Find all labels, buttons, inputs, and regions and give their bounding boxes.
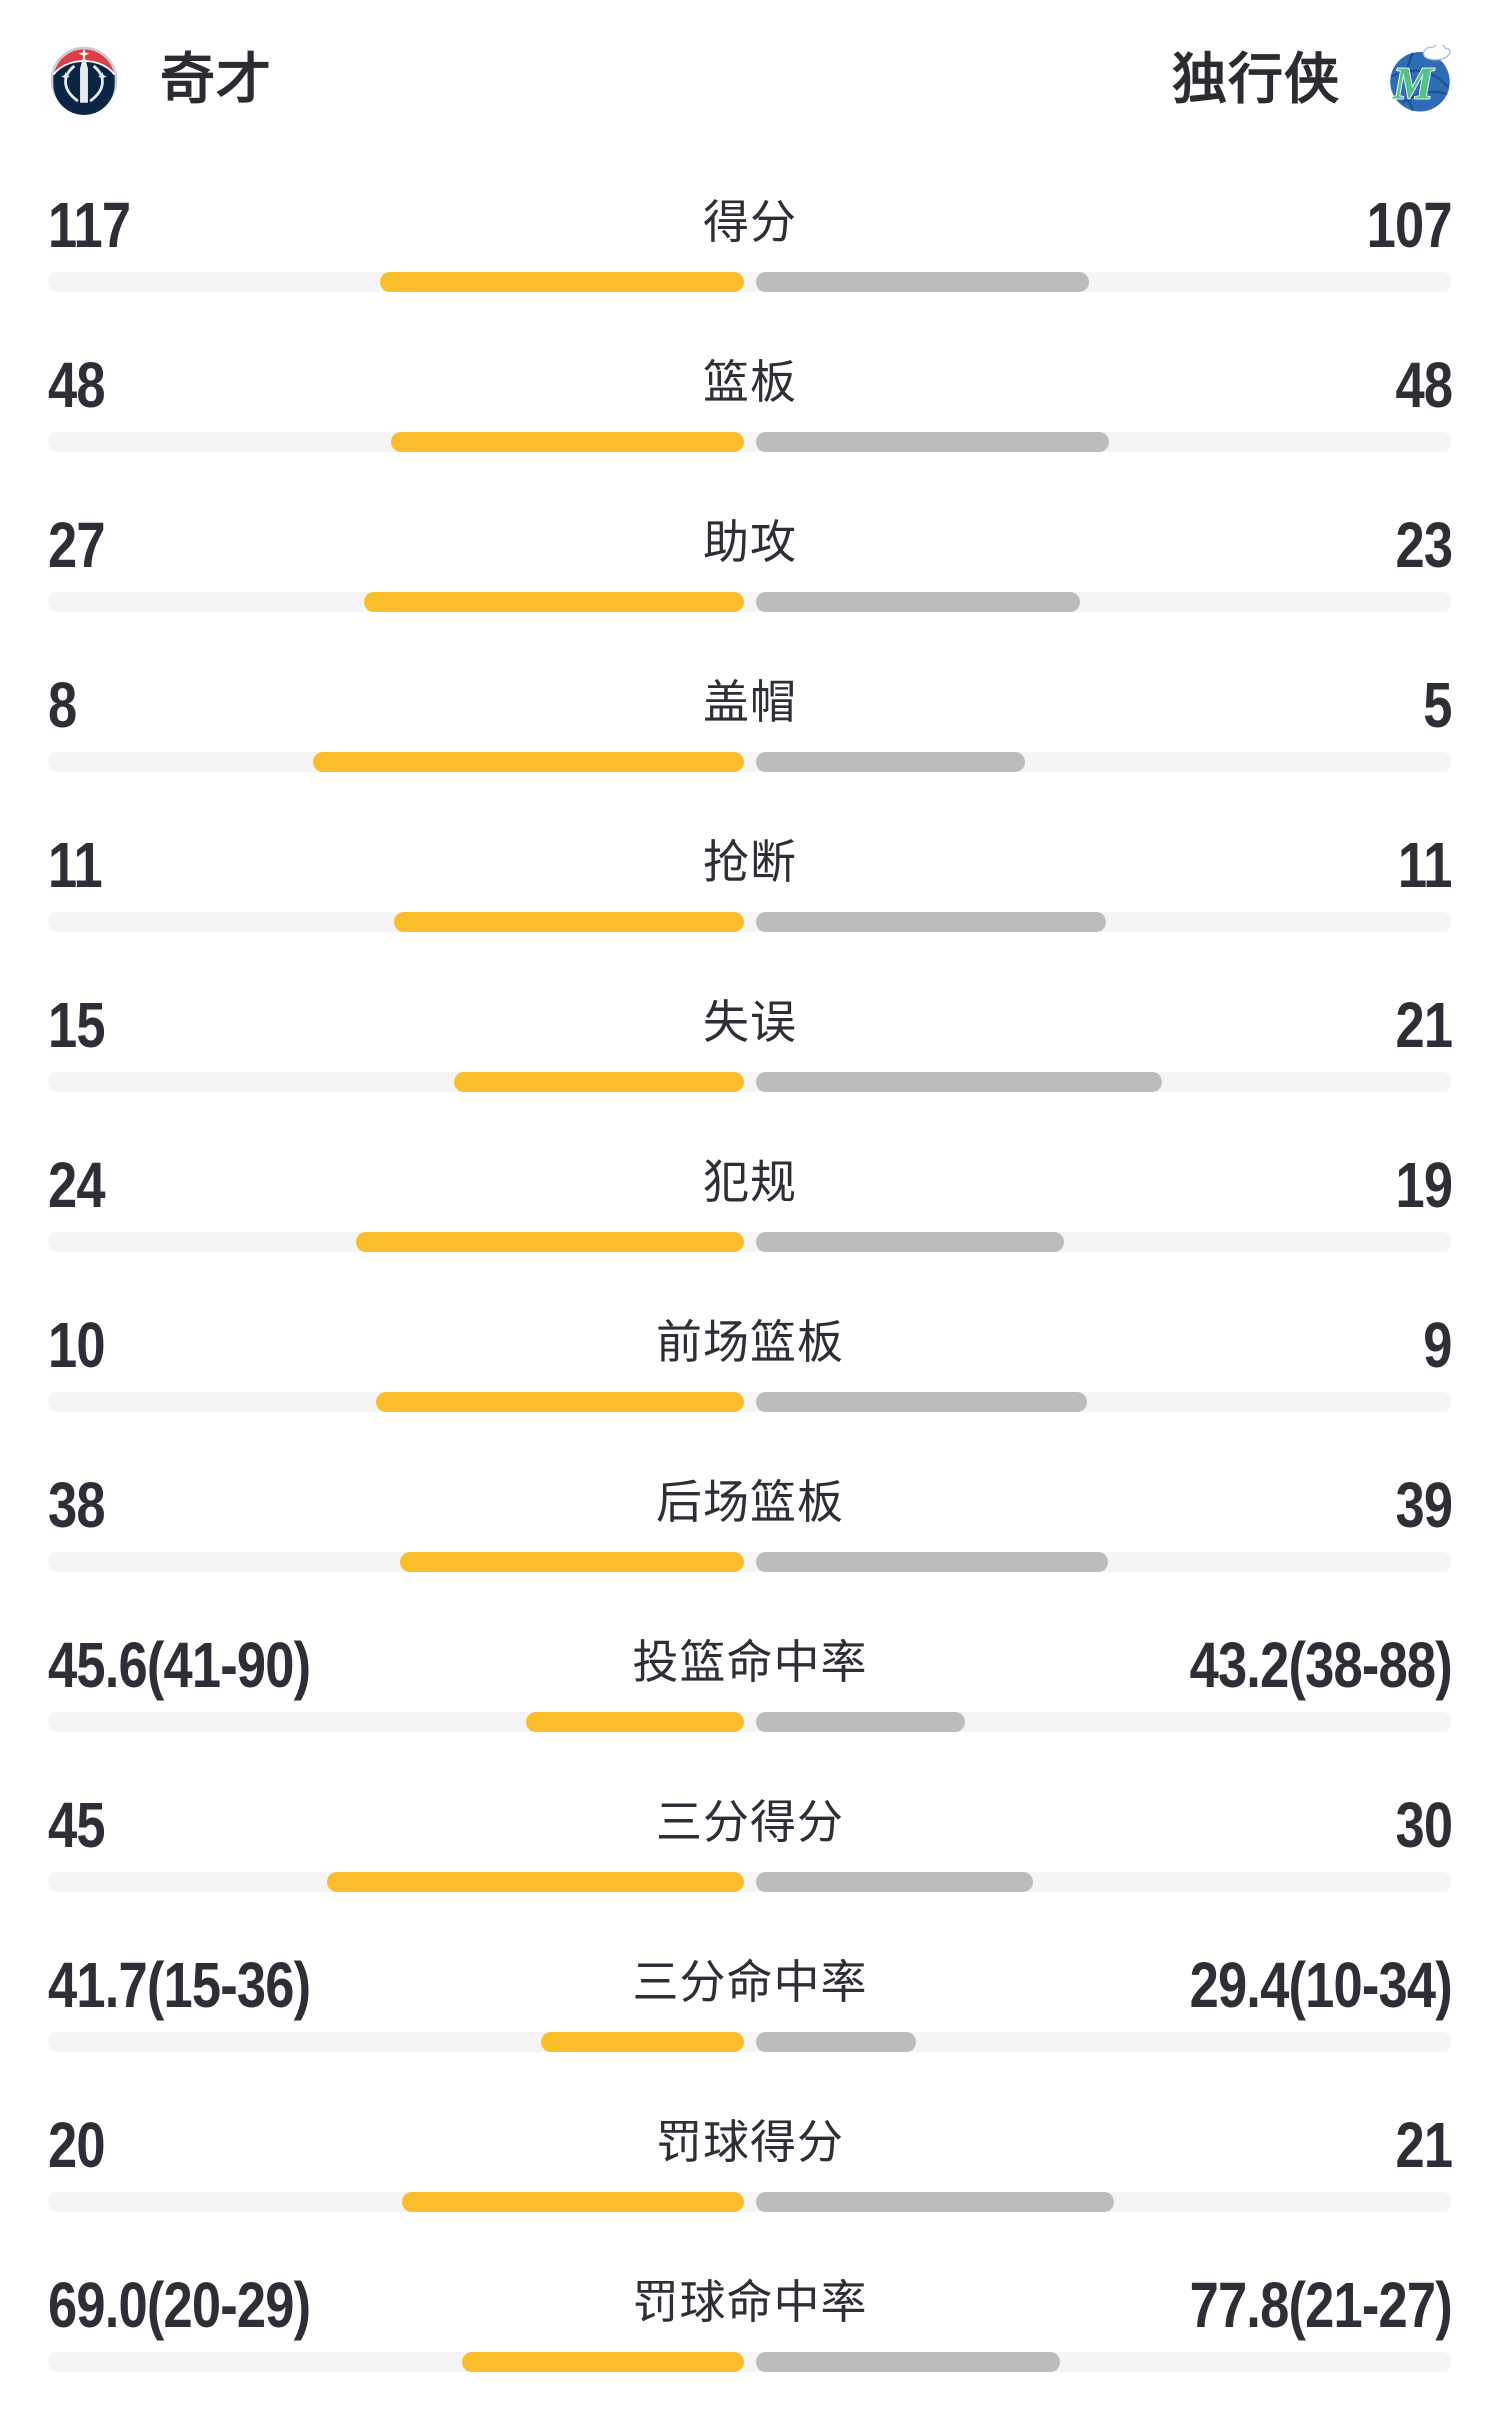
home-bar <box>380 272 744 292</box>
stat-row-free-throw-points: 20 21 罚球得分 <box>0 2102 1500 2262</box>
away-bar <box>756 912 1106 932</box>
stat-row-rebounds: 48 48 篮板 <box>0 342 1500 502</box>
home-bar <box>313 752 744 772</box>
stat-bar-track <box>48 1552 1452 1572</box>
stat-row-assists: 27 23 助攻 <box>0 502 1500 662</box>
away-bar <box>756 1072 1162 1092</box>
away-value: 21 <box>1395 989 1453 1061</box>
home-value: 20 <box>48 2109 106 2181</box>
away-team-name: 独行侠 <box>1171 48 1340 110</box>
away-value: 19 <box>1395 1149 1453 1221</box>
home-bar <box>402 2192 744 2212</box>
away-value: 43.2(38-88) <box>1189 1629 1453 1701</box>
stat-bar-track <box>48 272 1452 292</box>
home-value: 10 <box>48 1309 106 1381</box>
home-value: 11 <box>48 829 103 901</box>
away-bar <box>756 1712 965 1732</box>
mavericks-logo: M <box>1390 45 1451 112</box>
away-bar <box>756 432 1109 452</box>
stat-bar-track <box>48 2192 1452 2212</box>
home-bar <box>400 1552 744 1572</box>
stat-row-field-goal-pct: 45.6(41-90) 43.2(38-88) 投篮命中率 <box>0 1622 1500 1782</box>
stat-row-three-point-points: 45 30 三分得分 <box>0 1782 1500 1942</box>
away-bar <box>756 2192 1114 2212</box>
stat-row-defensive-rebounds: 38 39 后场篮板 <box>0 1462 1500 1622</box>
home-value: 27 <box>48 509 106 581</box>
stat-bar-track <box>48 912 1452 932</box>
away-value: 11 <box>1398 829 1453 901</box>
stat-bar-track <box>48 2352 1452 2372</box>
home-bar <box>356 1232 744 1252</box>
home-value: 8 <box>48 669 77 741</box>
home-value: 45.6(41-90) <box>48 1629 311 1701</box>
away-value: 29.4(10-34) <box>1189 1949 1453 2021</box>
away-bar <box>756 1232 1064 1252</box>
stat-bar-track <box>48 2032 1452 2052</box>
home-value: 48 <box>48 349 106 421</box>
home-bar <box>394 912 744 932</box>
home-bar <box>526 1712 744 1732</box>
svg-text:M: M <box>1392 57 1435 108</box>
stat-bar-track <box>48 432 1452 452</box>
away-bar <box>756 752 1025 772</box>
home-value: 15 <box>48 989 106 1061</box>
stat-row-steals: 11 11 抢断 <box>0 822 1500 982</box>
home-bar <box>376 1392 744 1412</box>
away-bar <box>756 1392 1087 1412</box>
away-bar <box>756 2032 916 2052</box>
stat-row-fouls: 24 19 犯规 <box>0 1142 1500 1302</box>
away-value: 5 <box>1423 669 1453 741</box>
stat-bar-track <box>48 1232 1452 1252</box>
away-value: 9 <box>1423 1309 1453 1381</box>
home-bar <box>327 1872 744 1892</box>
home-team-name: 奇才 <box>160 48 273 110</box>
away-value: 48 <box>1395 349 1453 421</box>
away-value: 39 <box>1395 1469 1453 1541</box>
stat-row-free-throw-pct: 69.0(20-29) 77.8(21-27) 罚球命中率 <box>0 2262 1500 2422</box>
home-bar <box>391 432 744 452</box>
away-value: 77.8(21-27) <box>1189 2269 1453 2341</box>
stat-row-three-point-pct: 41.7(15-36) 29.4(10-34) 三分命中率 <box>0 1942 1500 2102</box>
home-bar <box>541 2032 744 2052</box>
home-bar <box>462 2352 744 2372</box>
stat-row-turnovers: 15 21 失误 <box>0 982 1500 1142</box>
stat-bar-track <box>48 1072 1452 1092</box>
home-value: 41.7(15-36) <box>48 1949 311 2021</box>
wizards-logo <box>50 46 118 115</box>
stat-row-points: 117 107 得分 <box>0 182 1500 342</box>
stat-bar-track <box>48 1712 1452 1732</box>
away-bar <box>756 272 1089 292</box>
away-value: 21 <box>1395 2109 1453 2181</box>
stat-bar-track <box>48 1392 1452 1412</box>
home-bar <box>364 592 744 612</box>
away-bar <box>756 1872 1033 1892</box>
stat-bar-track <box>48 752 1452 772</box>
stat-row-blocks: 8 5 盖帽 <box>0 662 1500 822</box>
stat-bar-track <box>48 1872 1452 1892</box>
home-value: 38 <box>48 1469 106 1541</box>
home-value: 117 <box>48 189 131 261</box>
away-value: 30 <box>1395 1789 1453 1861</box>
home-value: 69.0(20-29) <box>48 2269 311 2341</box>
home-value: 24 <box>48 1149 106 1221</box>
away-value: 107 <box>1366 189 1453 261</box>
away-value: 23 <box>1395 509 1453 581</box>
away-bar <box>756 2352 1060 2372</box>
away-bar <box>756 592 1080 612</box>
stat-bar-track <box>48 592 1452 612</box>
stats-list: 117 107 得分 48 48 篮板 27 23 助攻 8 5 盖帽 11 11 抢断 15 21 失… <box>0 182 1500 2422</box>
stat-row-offensive-rebounds: 10 9 前场篮板 <box>0 1302 1500 1462</box>
home-bar <box>454 1072 744 1092</box>
match-header: 奇才 独行侠 M <box>0 0 1500 170</box>
home-value: 45 <box>48 1789 106 1861</box>
away-bar <box>756 1552 1108 1572</box>
